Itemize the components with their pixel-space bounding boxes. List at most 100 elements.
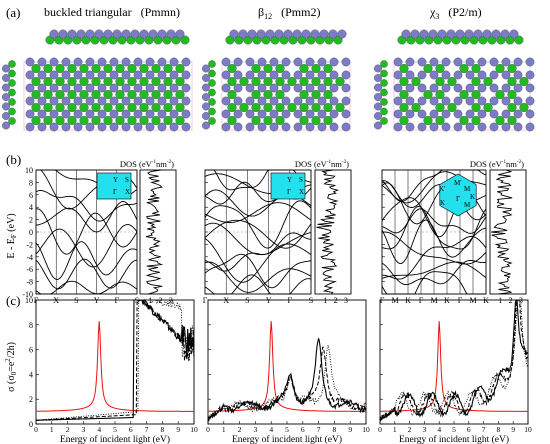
optical-reference-curve xyxy=(36,321,194,412)
atom xyxy=(501,122,511,132)
kpoint-label: K xyxy=(444,296,450,305)
band-ytick-label: -6 xyxy=(26,265,33,274)
atom xyxy=(208,79,216,87)
atom xyxy=(393,122,403,132)
atom xyxy=(229,29,239,39)
optical-xtick-label: 2 xyxy=(66,425,70,434)
atom xyxy=(247,29,257,39)
atom xyxy=(374,121,382,130)
atom xyxy=(525,122,535,132)
panel-label-a: (a) xyxy=(6,5,20,20)
atom xyxy=(329,122,339,132)
atom xyxy=(139,115,149,126)
bz-label: S xyxy=(125,176,129,184)
optical-curve xyxy=(35,298,195,421)
bz-label: Y xyxy=(287,176,292,184)
atom xyxy=(2,64,10,73)
atom xyxy=(8,60,16,68)
dos-label-part: DOS (eV xyxy=(470,159,503,169)
bz-label: Γ xyxy=(113,188,117,196)
atom xyxy=(293,70,303,80)
atom xyxy=(208,98,216,106)
atom xyxy=(281,57,291,67)
atom xyxy=(337,29,347,39)
atom xyxy=(25,70,35,80)
atom xyxy=(91,89,101,100)
atom xyxy=(301,29,311,39)
atom xyxy=(311,102,321,113)
atom xyxy=(79,76,89,87)
optical-ylabel-post: /2h) xyxy=(6,342,17,358)
atom xyxy=(43,89,53,100)
atom xyxy=(181,83,191,93)
atom xyxy=(459,63,469,74)
atom xyxy=(91,115,101,126)
optical-xtick-label: 4 xyxy=(97,425,101,434)
band-ytick-label: 10 xyxy=(25,166,33,175)
atom xyxy=(507,63,517,74)
atom xyxy=(500,29,510,39)
atom xyxy=(299,115,309,126)
structure-sub-3: 3 xyxy=(435,12,439,21)
optical-ytick-label: 6 xyxy=(29,346,33,355)
atom xyxy=(323,102,333,113)
structure-title-3: χ3 (P2/m) xyxy=(429,5,482,22)
atom xyxy=(8,79,16,87)
atom xyxy=(55,102,65,113)
atom xyxy=(97,57,107,67)
atom xyxy=(73,57,83,67)
atom xyxy=(163,63,173,74)
atom xyxy=(157,70,167,80)
atom xyxy=(323,63,333,74)
dos-label-part: ) xyxy=(171,159,174,169)
band-line xyxy=(35,258,138,290)
atom xyxy=(311,115,321,126)
atom xyxy=(405,96,415,106)
optical-xtick-label: 1 xyxy=(393,425,397,434)
atom xyxy=(405,122,415,132)
atom xyxy=(525,96,535,106)
atom xyxy=(157,57,167,67)
optical-ytick-label: 2 xyxy=(29,395,33,404)
atom xyxy=(245,96,255,106)
bz-label: X xyxy=(125,188,130,196)
atom xyxy=(61,83,71,93)
band-ytick-label: -8 xyxy=(26,278,33,287)
atom xyxy=(121,57,131,67)
band-line xyxy=(381,231,487,265)
atom xyxy=(31,89,41,100)
atom xyxy=(151,63,161,74)
kpoint-label: Y xyxy=(94,296,100,305)
atom xyxy=(501,96,511,106)
dos-line xyxy=(145,169,164,295)
atom xyxy=(380,69,388,78)
atom xyxy=(501,57,511,67)
optical-ylabel-mid: =e xyxy=(6,361,17,372)
atom xyxy=(317,122,327,132)
atom xyxy=(31,102,41,113)
atom xyxy=(287,76,297,87)
optical-xtick-label: 9 xyxy=(348,425,352,434)
atom xyxy=(169,122,179,132)
band-ytick-label: -4 xyxy=(26,253,33,262)
atom xyxy=(133,122,143,132)
atom xyxy=(202,102,210,111)
atom xyxy=(43,102,53,113)
atom xyxy=(341,70,351,80)
atom xyxy=(453,57,463,67)
atom xyxy=(501,109,511,119)
dos-tick-label: 2 xyxy=(334,296,338,305)
atom xyxy=(227,102,237,113)
atom xyxy=(477,122,487,132)
atom xyxy=(145,109,155,119)
atom xyxy=(202,64,210,73)
atom xyxy=(91,102,101,113)
atom xyxy=(275,89,285,100)
atom xyxy=(459,115,469,126)
atom xyxy=(299,102,309,113)
atom xyxy=(175,76,185,87)
